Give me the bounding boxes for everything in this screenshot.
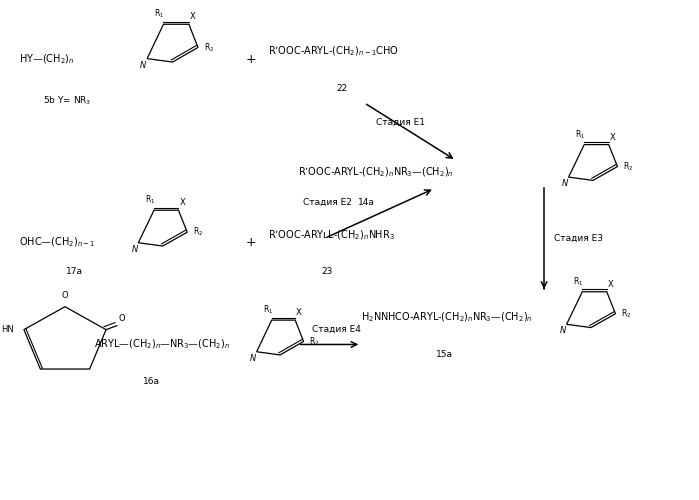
Text: N: N <box>561 179 568 188</box>
Text: 22: 22 <box>336 84 347 94</box>
Text: X: X <box>608 280 614 289</box>
Text: OHC—(CH$_2$)$_{n-1}$: OHC—(CH$_2$)$_{n-1}$ <box>19 235 96 249</box>
Text: R’OOC-ARYL-(CH$_2$)$_{n-1}$CHO: R’OOC-ARYL-(CH$_2$)$_{n-1}$CHO <box>268 44 399 58</box>
Text: N: N <box>560 326 565 336</box>
Text: R$_2$: R$_2$ <box>193 226 203 238</box>
Text: +: + <box>245 236 256 248</box>
Text: 23: 23 <box>322 268 333 276</box>
Text: R$_1$: R$_1$ <box>145 194 155 206</box>
Text: X: X <box>610 132 616 141</box>
Text: O: O <box>62 290 69 300</box>
Text: R$_1$: R$_1$ <box>154 8 165 20</box>
Text: R$_1$: R$_1$ <box>575 128 586 140</box>
Text: H$_2$NNHCO-ARYL-(CH$_2$)$_n$NR$_3$—(CH$_2$)$_n$: H$_2$NNHCO-ARYL-(CH$_2$)$_n$NR$_3$—(CH$_… <box>361 311 533 324</box>
Text: 14a: 14a <box>358 198 375 207</box>
Text: 15a: 15a <box>436 350 453 359</box>
Text: R$_2$: R$_2$ <box>621 308 632 320</box>
Text: R$_1$: R$_1$ <box>263 304 273 316</box>
Text: O: O <box>119 314 125 322</box>
Text: Стадия E2: Стадия E2 <box>303 198 352 207</box>
Text: Стадия E1: Стадия E1 <box>376 118 425 127</box>
Text: Стадия E3: Стадия E3 <box>554 234 603 242</box>
Text: HY—(CH$_2$)$_n$: HY—(CH$_2$)$_n$ <box>19 52 75 66</box>
Text: X: X <box>180 198 185 207</box>
Text: R$_2$: R$_2$ <box>624 160 633 173</box>
Text: N: N <box>140 60 146 70</box>
Text: 17a: 17a <box>66 268 83 276</box>
Text: HN: HN <box>1 325 14 334</box>
Text: 5b Y= NR$_3$: 5b Y= NR$_3$ <box>43 94 92 107</box>
Text: R’OOC-ARYL-(CH$_2$)$_n$NR$_3$—(CH$_2$)$_n$: R’OOC-ARYL-(CH$_2$)$_n$NR$_3$—(CH$_2$)$_… <box>298 166 454 179</box>
Text: R’OOC-ARYʟL-(CH$_2$)$_n$NHR$_3$: R’OOC-ARYʟL-(CH$_2$)$_n$NHR$_3$ <box>268 228 396 242</box>
Text: R$_1$: R$_1$ <box>573 276 584 288</box>
Text: R$_2$: R$_2$ <box>204 41 214 54</box>
Text: 16a: 16a <box>143 377 159 386</box>
Text: Стадия E4: Стадия E4 <box>312 325 361 334</box>
Text: X: X <box>296 308 302 317</box>
Text: R$_2$: R$_2$ <box>310 335 319 347</box>
Text: ARYL—(CH$_2$)$_n$—NR$_3$—(CH$_2$)$_n$: ARYL—(CH$_2$)$_n$—NR$_3$—(CH$_2$)$_n$ <box>94 338 231 351</box>
Text: N: N <box>131 245 138 254</box>
Text: X: X <box>190 12 196 22</box>
Text: +: + <box>245 52 256 66</box>
Text: N: N <box>250 354 256 362</box>
